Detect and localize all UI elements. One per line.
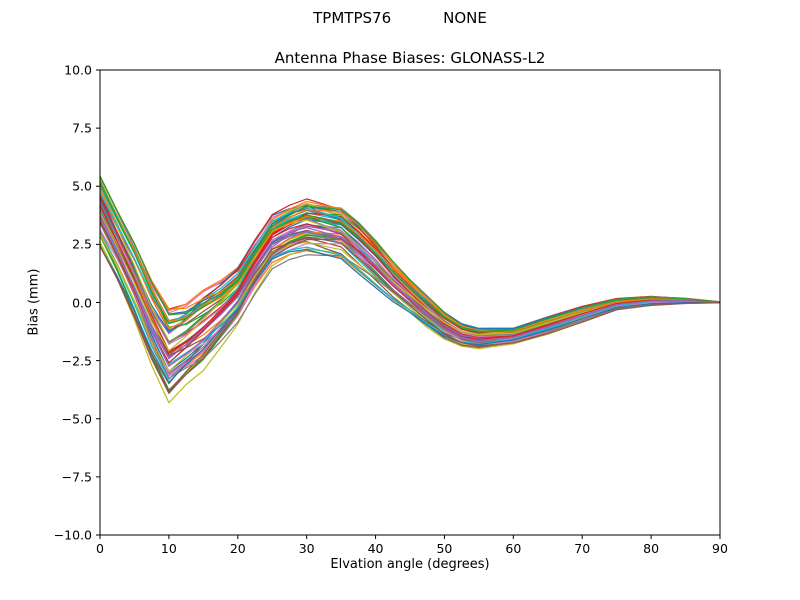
suptitle-left: TPMTPS76 [313,9,392,27]
bias-curve [100,243,720,404]
y-tick-label: 2.5 [72,236,92,252]
y-tick-label: 5.0 [72,178,92,194]
suptitle: TPMTPS76 NONE [0,9,800,27]
x-tick-label: 10 [160,541,177,556]
chart-title: Antenna Phase Biases: GLONASS-L2 [274,49,546,67]
y-tick-label: −10.0 [53,527,92,543]
bias-curve [100,246,720,383]
y-tick-label: −7.5 [61,469,92,485]
bias-curve [100,183,720,332]
bias-curve [100,236,720,394]
x-tick-label: 50 [436,541,453,556]
bias-curve [100,220,720,364]
ensemble-lines [100,175,720,404]
bias-curve [100,220,720,365]
x-tick-label: 40 [367,541,384,556]
x-tick-label: 60 [505,541,522,556]
y-tick-label: 10.0 [64,62,92,78]
bias-curve [100,214,720,367]
x-tick-label: 90 [712,541,728,556]
bias-curve [100,209,720,344]
x-tick-label: 30 [298,541,315,556]
x-axis-label: Elvation angle (degrees) [330,557,490,572]
bias-curve [100,207,720,345]
y-tick-label: 7.5 [72,120,92,136]
x-tick-label: 20 [229,541,246,556]
bias-curve [100,194,720,352]
x-tick-label: 80 [643,541,660,556]
y-tick-label: 0.0 [72,295,92,310]
bias-curve [100,223,720,379]
suptitle-right: NONE [443,9,487,27]
bias-curve [100,201,720,344]
y-tick-label: −2.5 [61,353,92,369]
x-tick-label: 0 [96,541,104,556]
y-tick-label: −5.0 [61,411,92,427]
x-tick-label: 70 [574,541,591,556]
